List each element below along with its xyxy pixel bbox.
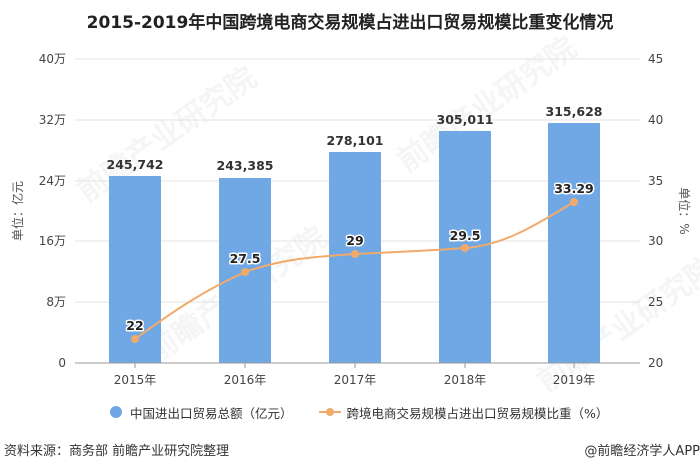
- left-axis-title: 单位：亿元: [10, 181, 25, 241]
- line-point: [131, 335, 139, 343]
- legend: 中国进出口贸易总额（亿元） 跨境电商交易规模占进出口贸易规模比重（%）: [110, 402, 634, 422]
- line-label: 27.5: [230, 251, 261, 266]
- line-point: [241, 268, 249, 276]
- x-label: 2015年: [114, 373, 157, 387]
- bar-2015: [109, 176, 161, 363]
- legend-line-label: 跨境电商交易规模占进出口贸易规模比重（%）: [346, 405, 609, 421]
- chart-title: 2015-2019年中国跨境电商交易规模占进出口贸易规模比重变化情况: [86, 13, 614, 33]
- right-tick: 25: [648, 295, 663, 309]
- bar-legend-icon: [110, 406, 122, 418]
- right-tick: 45: [648, 52, 663, 66]
- bar-label: 305,011: [437, 112, 494, 127]
- right-tick: 35: [648, 174, 663, 188]
- right-axis: 20 25 30 35 40 45: [648, 52, 663, 370]
- line-label: 29: [346, 233, 363, 248]
- bar-label: 245,742: [107, 157, 164, 172]
- bar-label: 315,628: [546, 104, 603, 119]
- left-tick: 16万: [39, 234, 66, 248]
- x-label: 2016年: [224, 373, 267, 387]
- line-legend-icon: [318, 407, 341, 417]
- bar-label: 278,101: [327, 133, 384, 148]
- line-point: [461, 244, 469, 252]
- bar-2019: [548, 123, 600, 363]
- line-point: [351, 250, 359, 258]
- x-axis-ticks: [134, 363, 575, 368]
- right-tick: 30: [648, 234, 663, 248]
- x-label: 2017年: [334, 373, 377, 387]
- left-axis: 0 8万 16万 24万 32万 40万: [39, 52, 66, 370]
- line-point: [570, 198, 578, 206]
- left-tick: 32万: [39, 113, 66, 127]
- credit: @前瞻经济学人APP: [584, 444, 700, 459]
- legend-item-line[interactable]: 跨境电商交易规模占进出口贸易规模比重（%）: [318, 403, 609, 422]
- left-tick: 40万: [39, 52, 66, 66]
- right-tick: 40: [648, 113, 663, 127]
- bar-label: 243,385: [217, 158, 274, 173]
- right-axis-title: 单位：%: [677, 187, 692, 234]
- left-tick: 24万: [39, 174, 66, 188]
- left-tick: 0: [58, 356, 66, 370]
- legend-item-bar[interactable]: 中国进出口贸易总额（亿元）: [110, 403, 293, 422]
- source-note: 资料来源：商务部 前瞻产业研究院整理: [4, 444, 230, 459]
- line-label: 29.5: [450, 228, 481, 243]
- legend-bar-label: 中国进出口贸易总额（亿元）: [130, 405, 293, 421]
- x-label: 2019年: [553, 373, 596, 387]
- bar-value-labels: 245,742 243,385 278,101 305,011 315,628: [107, 104, 603, 173]
- line-value-labels: 22 27.5 29 29.5 33.29: [125, 180, 595, 335]
- line-label: 22: [126, 318, 143, 333]
- x-label: 2018年: [444, 373, 487, 387]
- x-axis-labels: 2015年 2016年 2017年 2018年 2019年: [114, 373, 596, 387]
- left-tick: 8万: [46, 295, 66, 309]
- line-points: [131, 198, 578, 343]
- line-label: 33.29: [554, 181, 594, 196]
- right-tick: 20: [648, 356, 663, 370]
- footer: 资料来源：商务部 前瞻产业研究院整理 @前瞻经济学人APP: [4, 440, 700, 460]
